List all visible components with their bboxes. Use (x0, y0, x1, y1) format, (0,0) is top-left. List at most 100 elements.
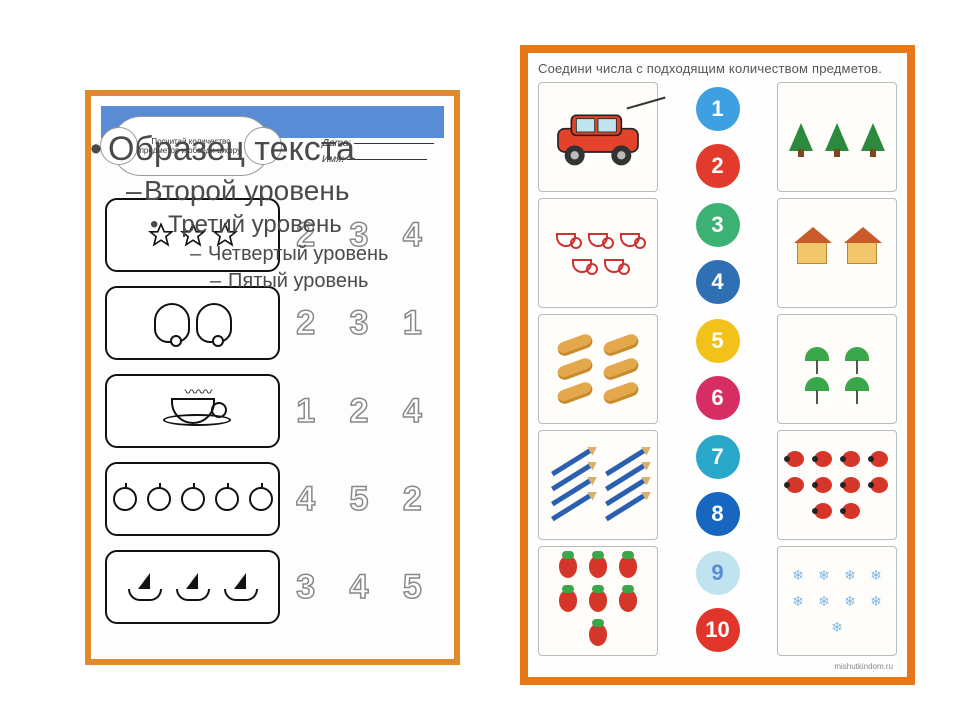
choice-num: 1 (296, 392, 317, 431)
bread-icon (602, 356, 641, 381)
boat-icon (128, 573, 162, 601)
ladybug-icon (870, 451, 888, 467)
number-column: 1 2 (668, 82, 767, 192)
ladybug-icon (814, 503, 832, 519)
choice-num: 1 (403, 304, 424, 343)
cell-bread (538, 314, 658, 424)
cup-icon (620, 233, 640, 247)
number-circle: 5 (696, 319, 740, 363)
number-column: 5 6 (668, 314, 767, 424)
strawberry-icon (619, 556, 637, 578)
number-column: 7 8 (668, 430, 767, 540)
ladybug-icon (786, 477, 804, 493)
bread-icon (602, 380, 641, 405)
strawberry-icon (589, 590, 607, 612)
choice-num: 3 (350, 304, 371, 343)
cell-trees (777, 82, 897, 192)
number-circle: 3 (696, 203, 740, 247)
snowflake-icon: ❄ (830, 620, 844, 634)
umbrella-icon (845, 377, 869, 391)
car-icon (548, 102, 648, 172)
ladybug-icon (842, 451, 860, 467)
cup-icon (588, 233, 608, 247)
apple-icon (215, 487, 239, 511)
bread-icon (556, 380, 595, 405)
placeholder-text-overlay: •Образец текста –Второй уровень •Третий … (90, 130, 388, 293)
snowflake-icon: ❄ (869, 568, 883, 582)
number-circle: 4 (696, 260, 740, 304)
cell-cups (538, 198, 658, 308)
strawberry-icon (589, 556, 607, 578)
number-circle: 6 (696, 376, 740, 420)
circle-label: 6 (711, 385, 723, 411)
placeholder-level-4: –Четвертый уровень (190, 243, 388, 266)
umbrella-icon (805, 377, 829, 391)
boat-icon (224, 573, 258, 601)
circle-label: 5 (711, 328, 723, 354)
picture-box-cup: 〰〰 (105, 374, 280, 448)
number-choices: 2 3 1 (280, 304, 440, 343)
slide-stage: Посчитай количество предметов и обведи ц… (0, 0, 960, 720)
number-circle: 7 (696, 435, 740, 479)
left-row: 3 4 5 (105, 548, 440, 626)
choice-num: 2 (296, 304, 317, 343)
watermark-text: mishutkindom.ru (834, 662, 893, 671)
bread-icon (556, 332, 595, 357)
circle-label: 4 (711, 269, 723, 295)
snowflake-icon: ❄ (817, 594, 831, 608)
circle-label: 8 (711, 501, 723, 527)
left-row: 2 3 1 (105, 284, 440, 362)
snowflake-icon: ❄ (791, 568, 805, 582)
cell-ladybugs (777, 430, 897, 540)
number-choices: 1 2 4 (280, 392, 440, 431)
worksheet-right-card: Соедини числа с подходящим количеством п… (520, 45, 915, 685)
picture-box-boats (105, 550, 280, 624)
placeholder-level-5: –Пятый уровень (210, 270, 388, 293)
picture-box-apples (105, 462, 280, 536)
choice-num: 5 (350, 480, 371, 519)
snowflake-icon: ❄ (843, 568, 857, 582)
bread-icon (556, 356, 595, 381)
bread-icon (602, 332, 641, 357)
cell-strawberries (538, 546, 658, 656)
snowflake-icon: ❄ (791, 594, 805, 608)
number-circle: 10 (696, 608, 740, 652)
ladybug-icon (842, 503, 860, 519)
choice-num: 5 (403, 568, 424, 607)
snowflake-icon: ❄ (817, 568, 831, 582)
pencil-icon (605, 449, 645, 477)
apple-icon (181, 487, 205, 511)
house-icon (847, 242, 877, 264)
bell-icon (196, 303, 232, 343)
choice-num: 2 (403, 480, 424, 519)
circle-label: 1 (711, 96, 723, 122)
cell-umbrellas (777, 314, 897, 424)
number-column: 3 4 (668, 198, 767, 308)
ladybug-icon (786, 451, 804, 467)
house-icon (797, 242, 827, 264)
number-circle: 2 (696, 144, 740, 188)
circle-label: 10 (705, 617, 729, 643)
choice-num: 2 (350, 392, 371, 431)
cup-icon (556, 233, 576, 247)
left-row: 〰〰 1 2 4 (105, 372, 440, 450)
apple-icon (147, 487, 171, 511)
teacup-icon: 〰〰 (171, 398, 215, 424)
placeholder-level-3: •Третий уровень (150, 211, 388, 239)
ladybug-icon (814, 477, 832, 493)
circle-label: 3 (711, 212, 723, 238)
tree-icon (825, 123, 849, 151)
cell-car (538, 82, 658, 192)
number-circle: 8 (696, 492, 740, 536)
ladybug-icon (842, 477, 860, 493)
strawberry-icon (559, 556, 577, 578)
circle-label: 9 (711, 560, 723, 586)
ladybug-icon (870, 477, 888, 493)
number-column: 9 10 (668, 546, 767, 656)
umbrella-icon (845, 347, 869, 361)
choice-num: 4 (403, 216, 424, 255)
picture-box-bells (105, 286, 280, 360)
number-circle: 1 (696, 87, 740, 131)
placeholder-level-1: •Образец текста (90, 130, 388, 169)
placeholder-level-2: –Второй уровень (126, 175, 388, 207)
